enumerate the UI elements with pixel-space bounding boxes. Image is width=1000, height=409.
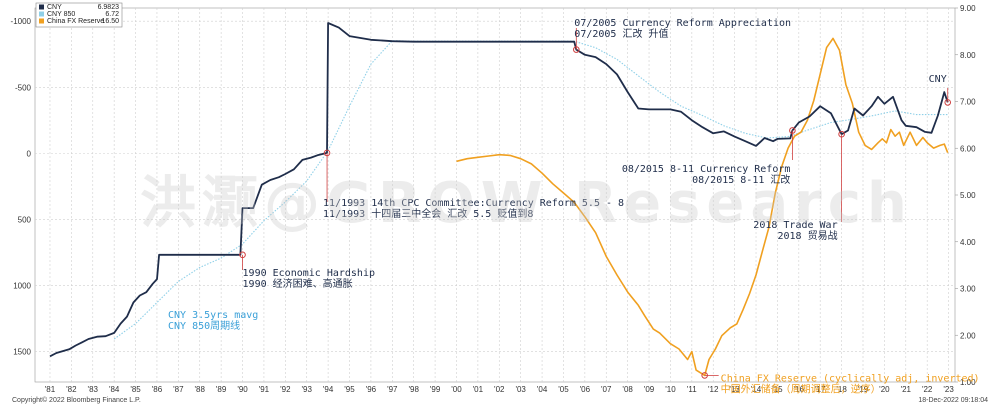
legend-value: 6.9823 bbox=[98, 4, 120, 11]
left-tick-label: -1000 bbox=[11, 17, 32, 26]
annotation-text: 2018 Trade War bbox=[753, 220, 837, 231]
x-tick-label: '92 bbox=[280, 385, 291, 394]
x-tick-label: '20 bbox=[879, 385, 890, 394]
legend-swatch bbox=[39, 18, 44, 24]
left-tick-label: -500 bbox=[15, 83, 32, 92]
x-tick-label: '11 bbox=[687, 385, 697, 394]
x-tick-label: '00 bbox=[451, 385, 462, 394]
x-tick-label: '17 bbox=[815, 385, 826, 394]
annotation-text: CNY 3.5yrs mavg bbox=[168, 310, 258, 321]
x-tick-label: '13 bbox=[729, 385, 740, 394]
left-tick-label: 500 bbox=[18, 215, 32, 224]
legend-label: China FX Reserve bbox=[47, 18, 104, 25]
x-tick-label: '81 bbox=[45, 385, 56, 394]
series-line-china-fx-reserve bbox=[456, 37, 949, 377]
annotations: 07/2005 Currency Reform Appreciation07/2… bbox=[168, 18, 980, 395]
x-tick-label: '97 bbox=[387, 385, 398, 394]
annotation-text: 1990 经济困难、高通胀 bbox=[243, 277, 353, 290]
x-tick-label: '85 bbox=[130, 385, 141, 394]
x-tick-label: '84 bbox=[109, 385, 120, 394]
left-tick-label: 1000 bbox=[13, 282, 31, 291]
annotation-text: CNY bbox=[929, 74, 947, 85]
x-tick-label: '06 bbox=[580, 385, 591, 394]
x-tick-label: '95 bbox=[344, 385, 355, 394]
annotation-text: 2018 贸易战 bbox=[777, 230, 837, 242]
x-tick-label: '08 bbox=[622, 385, 633, 394]
legend-swatch bbox=[39, 11, 44, 17]
legend-swatch bbox=[39, 4, 44, 10]
x-tick-label: '03 bbox=[515, 385, 526, 394]
annotation-text: 11/1993 十四届三中全会 汇改 5.5 贬值到8 bbox=[323, 207, 533, 220]
left-axis: -1000 -500 0 500 1000 1500 bbox=[11, 17, 32, 356]
x-tick-label: '09 bbox=[644, 385, 655, 394]
annotation-text: China FX Reserve (cyclically adj, invert… bbox=[721, 373, 980, 384]
x-tick-label: '89 bbox=[216, 385, 227, 394]
x-tick-label: '04 bbox=[537, 385, 548, 394]
x-tick-label: '05 bbox=[558, 385, 569, 394]
x-tick-label: '98 bbox=[408, 385, 419, 394]
watermark: 洪灏@GROW Research bbox=[140, 171, 913, 236]
right-tick-label: 7.00 bbox=[960, 98, 976, 107]
legend-value: 6.72 bbox=[105, 11, 119, 18]
right-tick-label: 8.00 bbox=[960, 51, 976, 60]
x-tick-label: '19 bbox=[858, 385, 869, 394]
x-tick-label: '10 bbox=[665, 385, 676, 394]
left-tick-label: 1500 bbox=[13, 348, 31, 357]
x-tick-label: '86 bbox=[152, 385, 163, 394]
annotation-text: 1990 Economic Hardship bbox=[243, 268, 375, 279]
series-line-cny bbox=[49, 22, 949, 358]
x-tick-label: '07 bbox=[601, 385, 612, 394]
annotation-text: 08/2015 8-11 汇改 bbox=[692, 173, 790, 186]
right-tick-label: 9.00 bbox=[960, 4, 976, 13]
annotation-text: 07/2005 Currency Reform Appreciation bbox=[574, 18, 791, 29]
x-tick-label: '15 bbox=[772, 385, 783, 394]
x-tick-label: '21 bbox=[901, 385, 912, 394]
right-tick-label: 3.00 bbox=[960, 285, 976, 294]
legend-box bbox=[35, 2, 123, 28]
annotation-text: 08/2015 8-11 Currency Reform bbox=[622, 164, 791, 175]
x-tick-label: '02 bbox=[494, 385, 505, 394]
x-tick-label: '82 bbox=[66, 385, 77, 394]
x-tick-label: '91 bbox=[259, 385, 270, 394]
x-tick-label: '87 bbox=[173, 385, 184, 394]
x-tick-label: '22 bbox=[922, 385, 933, 394]
grid bbox=[34, 7, 956, 383]
x-tick-label: '83 bbox=[88, 385, 99, 394]
x-tick-label: '94 bbox=[323, 385, 334, 394]
x-tick-label: '18 bbox=[836, 385, 847, 394]
x-tick-label: '16 bbox=[794, 385, 805, 394]
legend-value: 16.50 bbox=[101, 18, 119, 25]
x-tick-label: '99 bbox=[430, 385, 441, 394]
right-tick-label: 1.00 bbox=[960, 378, 976, 387]
x-tick-label: '88 bbox=[195, 385, 206, 394]
footer-timestamp: 18-Dec-2022 09:18:04 bbox=[918, 397, 988, 404]
annotation-text: 07/2005 汇改 升值 bbox=[574, 27, 668, 40]
annotation-text: CNY 850周期线 bbox=[168, 319, 240, 332]
x-tick-label: '23 bbox=[943, 385, 954, 394]
left-tick-label: 0 bbox=[27, 149, 32, 158]
footer-copyright: Copyright© 2022 Bloomberg Finance L.P. bbox=[12, 396, 141, 404]
x-tick-label: '14 bbox=[751, 385, 762, 394]
x-axis: '81 '82 '83 '84 '85 '86 '87 '88 '89 '90 '91 '92 '93 '… bbox=[45, 385, 955, 394]
legend-label: CNY bbox=[47, 4, 62, 11]
series-group bbox=[49, 22, 949, 377]
x-tick-label: '93 bbox=[302, 385, 313, 394]
right-axis: 9.00 8.00 7.00 6.00 5.00 4.00 3.00 2.00 1.00 bbox=[955, 4, 976, 387]
x-tick-label: '96 bbox=[366, 385, 377, 394]
right-tick-label: 5.00 bbox=[960, 191, 976, 200]
x-tick-label: '90 bbox=[237, 385, 248, 394]
right-tick-label: 2.00 bbox=[960, 331, 976, 340]
annotation-text: 11/1993 14th CPC Committee:Currency Refo… bbox=[323, 198, 624, 209]
right-tick-label: 4.00 bbox=[960, 238, 976, 247]
right-tick-label: 6.00 bbox=[960, 144, 976, 153]
x-tick-label: '12 bbox=[708, 385, 719, 394]
legend-label: CNY 850 bbox=[47, 11, 75, 18]
x-tick-label: '01 bbox=[473, 385, 484, 394]
annotation-text: 中国外汇储备（周期调整后，逆序） bbox=[721, 382, 881, 395]
